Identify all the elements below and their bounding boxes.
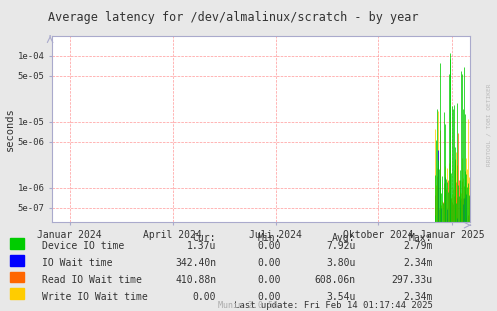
Text: 0.00: 0.00 (257, 258, 281, 268)
Text: RRDTOOL / TOBI OETIKER: RRDTOOL / TOBI OETIKER (486, 83, 491, 166)
Text: 3.54u: 3.54u (326, 292, 355, 302)
Text: 1.37u: 1.37u (187, 241, 216, 251)
Text: 0.00: 0.00 (257, 275, 281, 285)
Y-axis label: seconds: seconds (5, 107, 15, 151)
Bar (10, 288, 24, 299)
Text: 0.00: 0.00 (257, 241, 281, 251)
Text: 0.00: 0.00 (257, 292, 281, 302)
Bar (10, 255, 24, 266)
Text: Average latency for /dev/almalinux/scratch - by year: Average latency for /dev/almalinux/scrat… (48, 11, 419, 24)
Text: IO Wait time: IO Wait time (42, 258, 113, 268)
Text: 2.34m: 2.34m (403, 292, 432, 302)
Bar (10, 272, 24, 282)
Text: 7.92u: 7.92u (326, 241, 355, 251)
Text: 342.40n: 342.40n (175, 258, 216, 268)
Text: Write IO Wait time: Write IO Wait time (42, 292, 148, 302)
Text: Device IO time: Device IO time (42, 241, 124, 251)
Text: Min:: Min: (257, 233, 281, 243)
Text: 2.79m: 2.79m (403, 241, 432, 251)
Text: Max:: Max: (409, 233, 432, 243)
Bar (10, 238, 24, 249)
Text: Cur:: Cur: (193, 233, 216, 243)
Text: Munin 2.0.56: Munin 2.0.56 (219, 301, 278, 310)
Text: Avg:: Avg: (332, 233, 355, 243)
Text: 0.00: 0.00 (193, 292, 216, 302)
Text: 608.06n: 608.06n (314, 275, 355, 285)
Text: 410.88n: 410.88n (175, 275, 216, 285)
Text: 2.34m: 2.34m (403, 258, 432, 268)
Text: Read IO Wait time: Read IO Wait time (42, 275, 142, 285)
Text: Last update: Fri Feb 14 01:17:44 2025: Last update: Fri Feb 14 01:17:44 2025 (234, 301, 432, 310)
Text: 297.33u: 297.33u (391, 275, 432, 285)
Text: 3.80u: 3.80u (326, 258, 355, 268)
